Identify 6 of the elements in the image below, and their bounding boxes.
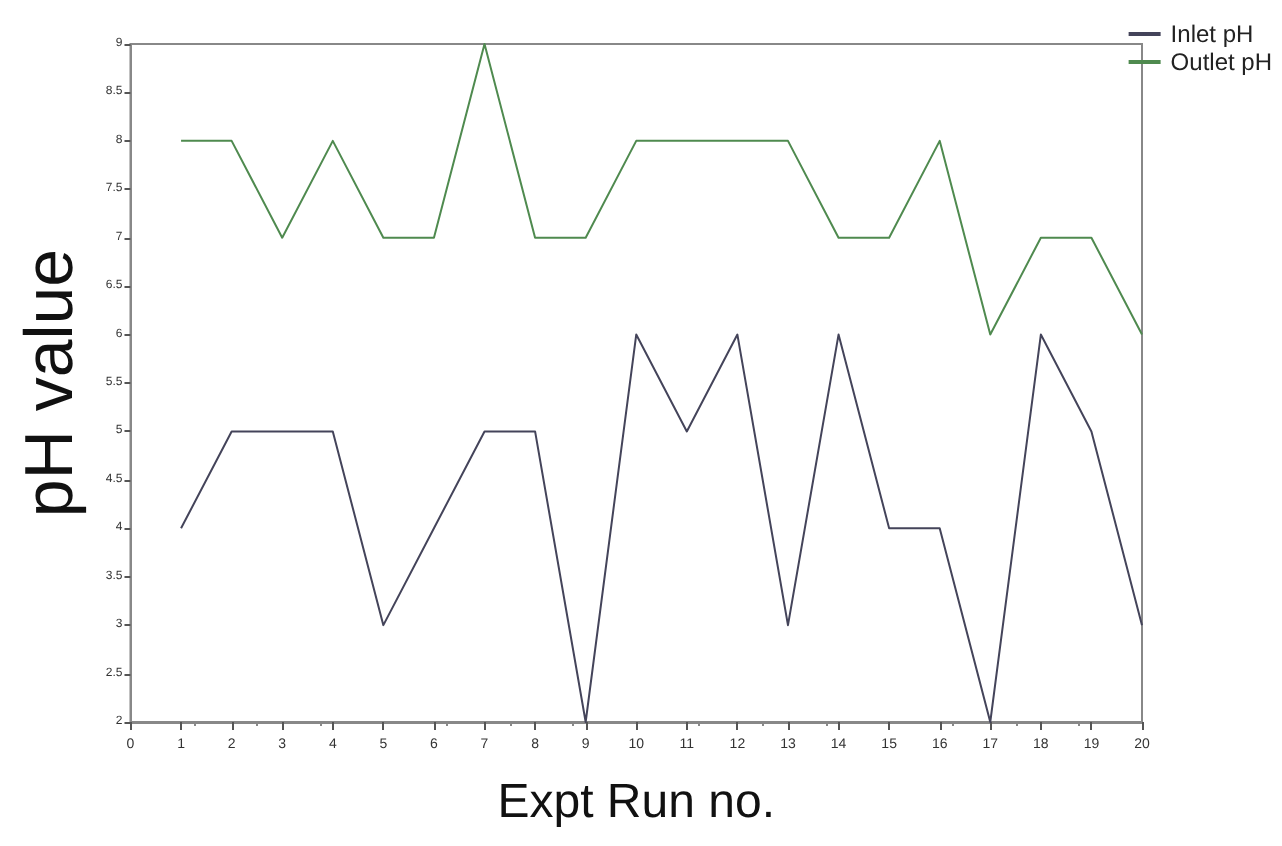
x-axis-title: Expt Run no. [497,775,775,829]
legend-label: Inlet pH [1170,20,1254,48]
line-series [180,333,1143,723]
line-series [180,43,1143,336]
y-axis-title: pH value [12,248,88,518]
legend-label: Outlet pH [1170,48,1273,76]
